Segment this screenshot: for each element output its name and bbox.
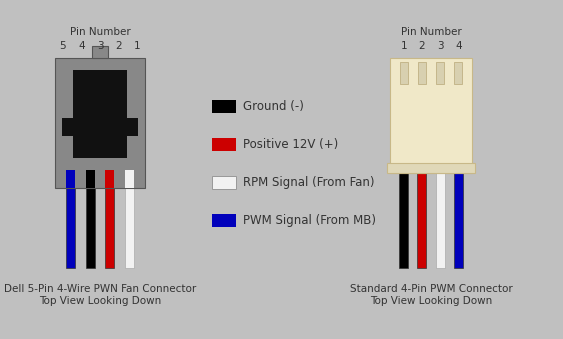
Bar	[400, 62, 408, 84]
Text: Ground (-): Ground (-)	[243, 100, 304, 113]
Text: 4: 4	[78, 41, 85, 51]
Text: Top View Looking Down: Top View Looking Down	[370, 296, 492, 306]
Bar	[62, 118, 138, 136]
Bar	[66, 170, 75, 188]
Bar	[387, 163, 475, 173]
Text: 1: 1	[133, 41, 140, 51]
Text: Positive 12V (+): Positive 12V (+)	[243, 138, 338, 151]
Text: 4: 4	[455, 41, 462, 51]
Text: Pin Number: Pin Number	[401, 27, 461, 37]
Text: Dell 5-Pin 4-Wire PWN Fan Connector: Dell 5-Pin 4-Wire PWN Fan Connector	[4, 284, 196, 294]
Bar	[454, 62, 462, 84]
Bar	[105, 170, 114, 188]
Text: Standard 4-Pin PWM Connector: Standard 4-Pin PWM Connector	[350, 284, 512, 294]
Bar	[212, 176, 236, 189]
Text: 2: 2	[418, 41, 425, 51]
Text: 3: 3	[437, 41, 444, 51]
Text: RPM Signal (From Fan): RPM Signal (From Fan)	[243, 176, 374, 189]
Text: 5: 5	[60, 41, 66, 51]
Bar	[417, 173, 426, 268]
Bar	[436, 173, 445, 268]
Bar	[55, 58, 145, 188]
Text: PWM Signal (From MB): PWM Signal (From MB)	[243, 214, 376, 227]
Bar	[92, 46, 108, 58]
Bar	[86, 170, 95, 188]
Bar	[125, 188, 134, 268]
Bar	[212, 138, 236, 151]
Bar	[73, 70, 127, 122]
Bar	[66, 188, 75, 268]
Bar	[418, 62, 426, 84]
Bar	[454, 173, 463, 268]
Bar	[390, 58, 472, 173]
Bar	[86, 188, 95, 268]
Text: Top View Looking Down: Top View Looking Down	[39, 296, 161, 306]
Bar	[105, 188, 114, 268]
Bar	[436, 62, 444, 84]
Text: 3: 3	[97, 41, 104, 51]
Text: Pin Number: Pin Number	[70, 27, 131, 37]
Bar	[73, 136, 127, 158]
Bar	[399, 173, 408, 268]
Text: 2: 2	[115, 41, 122, 51]
Text: 1: 1	[400, 41, 407, 51]
Bar	[212, 100, 236, 113]
Bar	[125, 170, 134, 188]
Bar	[212, 214, 236, 227]
